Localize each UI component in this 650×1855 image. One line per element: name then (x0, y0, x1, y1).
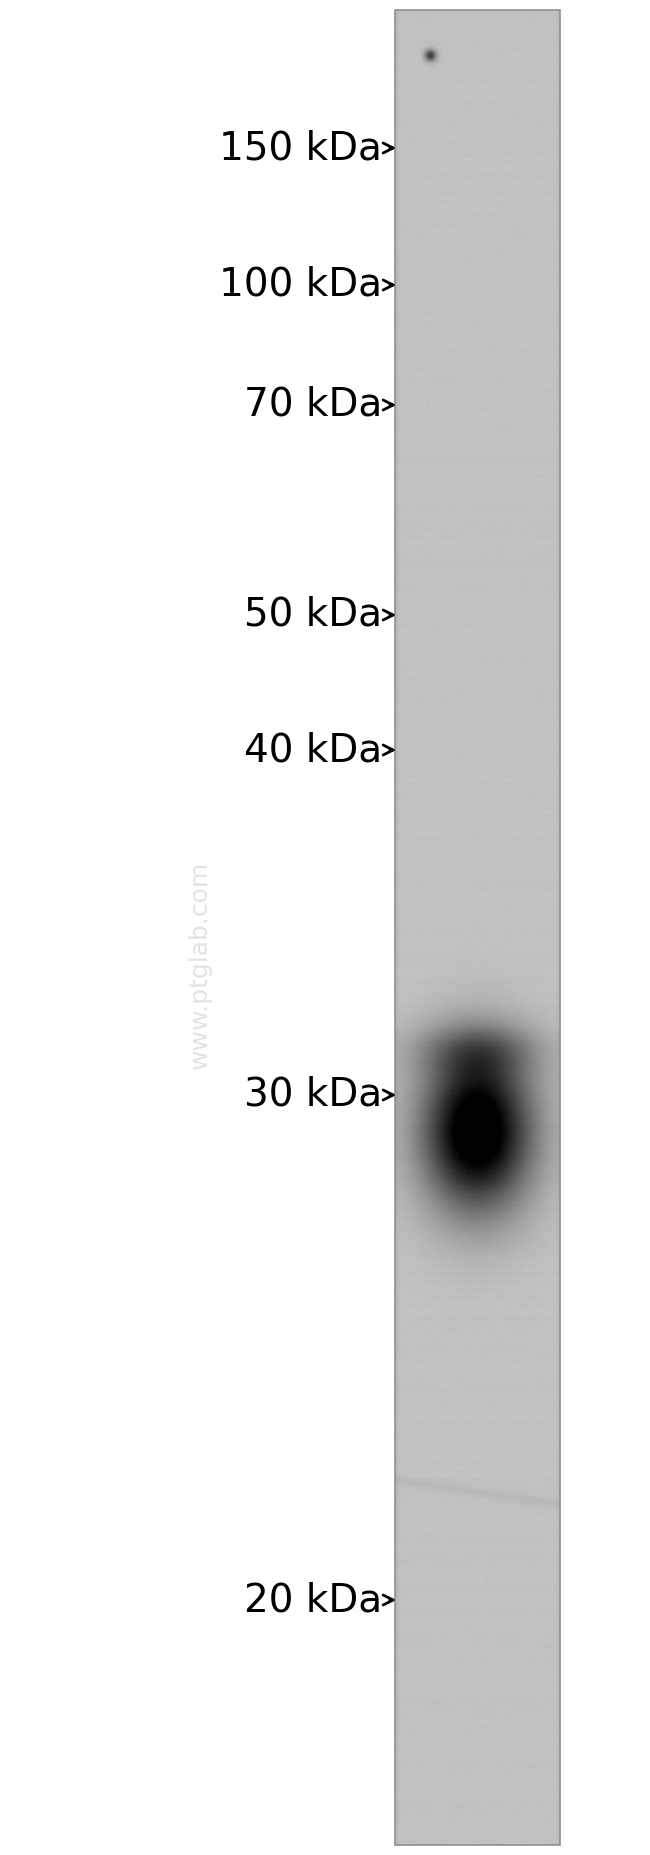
Text: 100 kDa: 100 kDa (219, 265, 382, 304)
Text: 50 kDa: 50 kDa (244, 595, 382, 634)
Bar (395, 9, 560, 1846)
Text: 40 kDa: 40 kDa (244, 731, 382, 770)
Text: 30 kDa: 30 kDa (244, 1076, 382, 1115)
Text: 150 kDa: 150 kDa (219, 130, 382, 167)
Text: www.ptglab.com: www.ptglab.com (188, 861, 212, 1068)
Text: 20 kDa: 20 kDa (244, 1580, 382, 1619)
Text: 70 kDa: 70 kDa (244, 386, 382, 425)
